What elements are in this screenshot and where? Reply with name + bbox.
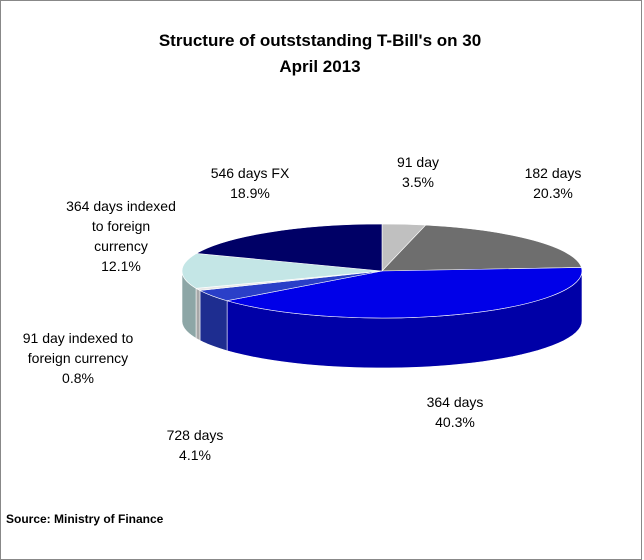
value-label: 18.9% [230, 185, 270, 201]
category-name: 364 days indexed to foreign currency [66, 198, 176, 254]
value-label: 20.3% [533, 185, 573, 201]
value-label: 4.1% [179, 447, 211, 463]
value-label: 12.1% [101, 258, 141, 274]
category-name: 546 days FX [210, 165, 290, 181]
value-label: 3.5% [402, 174, 434, 190]
category-name: 91 day [396, 154, 440, 170]
slice-label: 91 day 3.5% [378, 152, 458, 192]
pie-area [181, 223, 583, 369]
slice [227, 267, 583, 319]
slice-label: 364 days 40.3% [410, 392, 500, 432]
source-note: Source: Ministry of Finance [6, 512, 164, 526]
value-label: 0.8% [62, 370, 94, 386]
slice [195, 223, 383, 272]
slice [181, 253, 383, 289]
slice-side [195, 287, 201, 341]
slice-label: 364 days indexed to foreign currency 12.1… [66, 196, 176, 276]
slice [381, 224, 582, 272]
slice-label: 182 days 20.3% [508, 163, 598, 203]
slice-label: 91 day indexed to foreign currency 0.8% [18, 328, 138, 388]
category-name: 728 days [166, 427, 224, 443]
chart-title: Structure of outststanding T-Bill's on 3… [158, 31, 482, 76]
slice-label: 728 days 4.1% [150, 425, 240, 465]
category-name: 91 day indexed to foreign currency [22, 330, 134, 366]
category-name: 364 days [426, 394, 484, 410]
value-label: 40.3% [435, 414, 475, 430]
slice-label: 546 days FX 18.9% [195, 163, 305, 203]
category-name: 182 days [524, 165, 582, 181]
